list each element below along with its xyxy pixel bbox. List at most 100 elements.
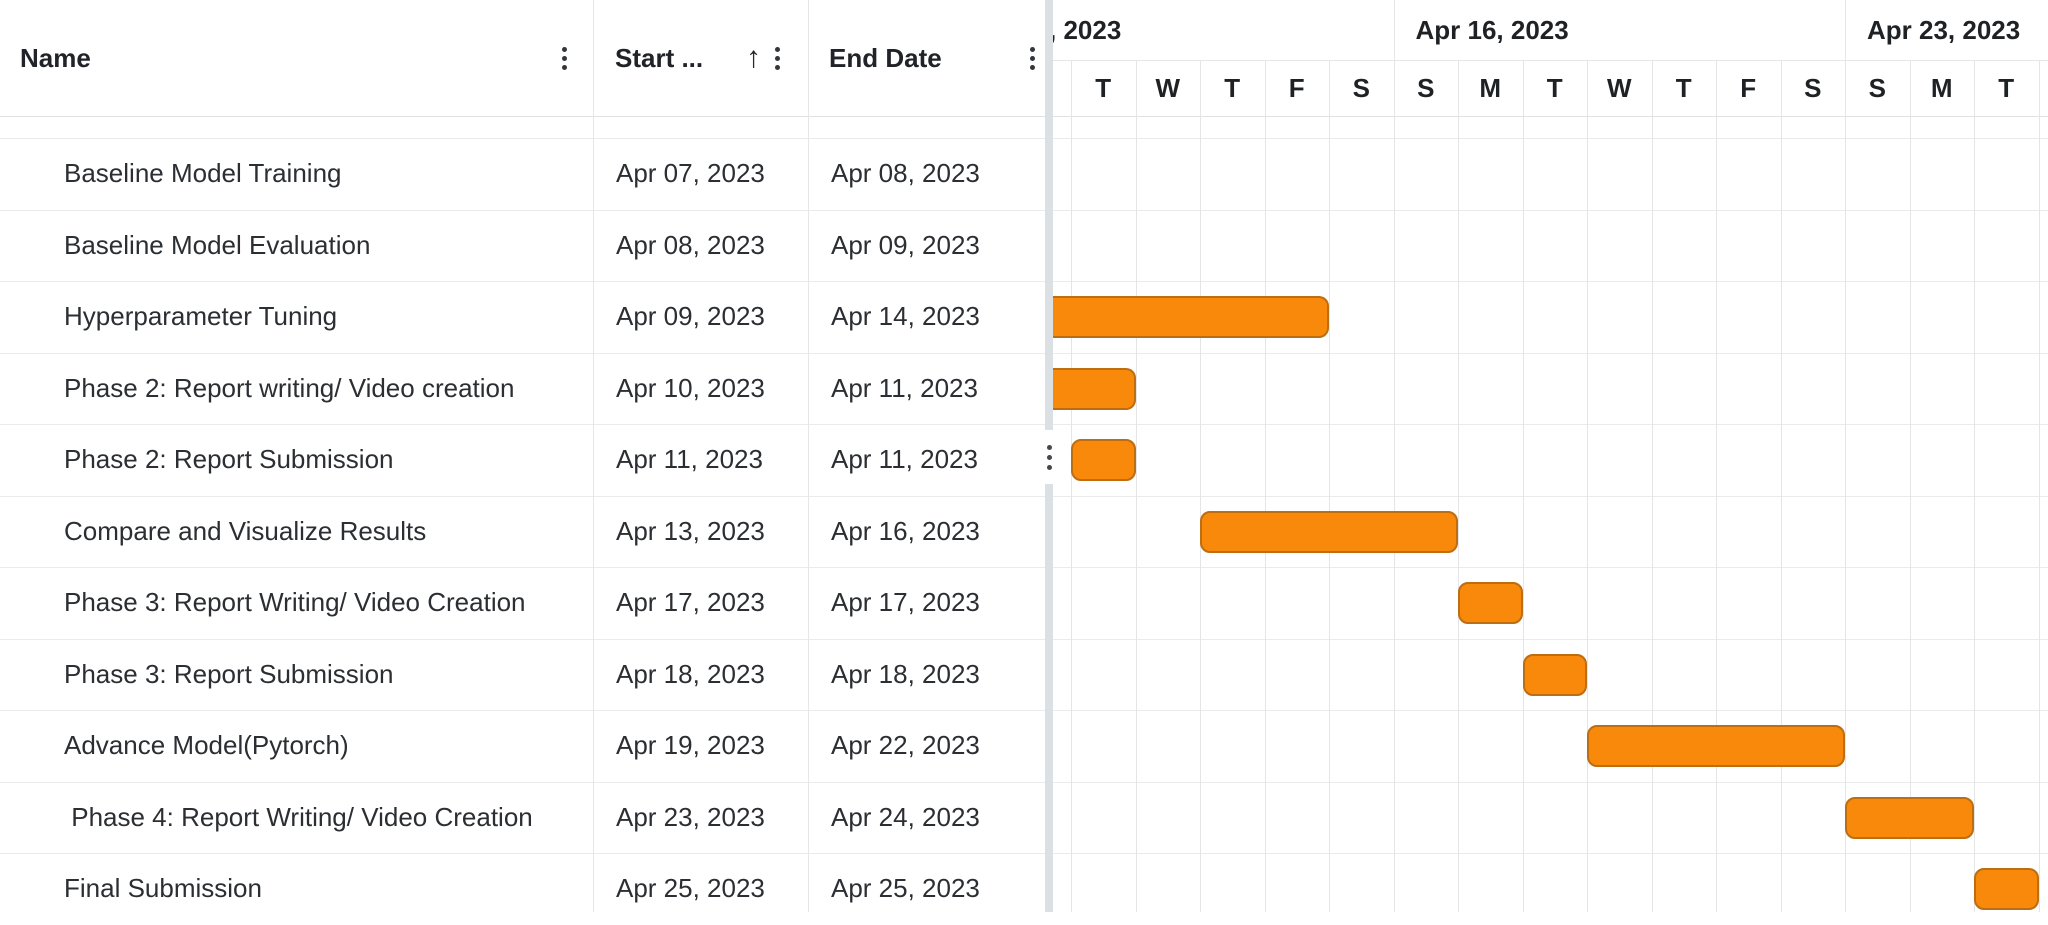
start-end-column-divider	[808, 0, 809, 912]
table-row[interactable]: Phase 4: Report Writing/ Video Creation A…	[0, 782, 1045, 854]
table-row[interactable]: Phase 3: Report Submission Apr 18, 2023 Ap…	[0, 639, 1045, 711]
task-name-cell: Compare and Visualize Results	[64, 515, 427, 546]
week-separator-line	[1393, 0, 1395, 60]
row-separator-line	[0, 567, 2048, 568]
day-grid-line	[1071, 60, 1072, 912]
task-name-cell: Final Submission	[64, 873, 262, 904]
task-end-date-cell: Apr 08, 2023	[831, 158, 980, 189]
week-separator-line	[1845, 0, 1846, 60]
day-header-cell: T	[1095, 72, 1112, 103]
day-grid-line	[1393, 60, 1395, 912]
week-label: , 2023	[1053, 14, 1122, 45]
day-header-cell: F	[1740, 72, 1757, 103]
column-header-start-label: Start ...	[615, 42, 704, 73]
column-header-name-label: Name	[20, 42, 91, 73]
day-header-cell: M	[1479, 72, 1502, 103]
week-day-header-divider	[1053, 60, 2048, 61]
gantt-bar[interactable]	[1974, 868, 2039, 910]
task-name-cell: Advance Model(Pytorch)	[64, 730, 349, 761]
task-name-cell: Phase 4: Report Writing/ Video Creation	[64, 801, 533, 832]
task-name-cell: Phase 2: Report Submission	[64, 444, 394, 475]
day-header-cell: T	[1998, 72, 2015, 103]
task-start-date-cell: Apr 18, 2023	[616, 658, 765, 689]
name-start-column-divider	[593, 0, 594, 912]
day-grid-line	[1974, 60, 1975, 912]
day-header-cell: M	[1930, 72, 1953, 103]
table-row[interactable]: Final Submission Apr 25, 2023 Apr 25, 2023	[0, 853, 1045, 925]
table-row[interactable]: Hyperparameter Tuning Apr 09, 2023 Apr 14,…	[0, 281, 1045, 353]
task-end-date-cell: Apr 18, 2023	[831, 658, 980, 689]
column-header-end-label: End Date	[829, 42, 942, 73]
day-header-cell: F	[1288, 72, 1305, 103]
gantt-bar[interactable]	[1458, 582, 1523, 624]
task-start-date-cell: Apr 17, 2023	[616, 587, 765, 618]
task-start-date-cell: Apr 11, 2023	[616, 444, 763, 475]
row-separator-line	[0, 281, 2048, 282]
task-name-cell: Phase 2: Report writing/ Video creation	[64, 372, 515, 403]
day-grid-line	[1587, 60, 1588, 912]
day-header-cell: S	[1352, 72, 1370, 103]
day-grid-line	[1458, 60, 1459, 912]
splitter-drag-handle-icon[interactable]	[1045, 430, 1053, 484]
table-timeline-splitter[interactable]	[1045, 0, 1053, 912]
gantt-bar[interactable]	[1053, 296, 1329, 338]
table-row[interactable]: Advance Model(Pytorch) Apr 19, 2023 Apr 22…	[0, 710, 1045, 782]
day-grid-line	[2038, 60, 2040, 912]
day-grid-line	[1780, 60, 1782, 912]
name-column-menu-kebab-icon[interactable]	[562, 46, 567, 70]
day-grid-line	[1522, 60, 1524, 912]
gantt-bar[interactable]	[1587, 725, 1845, 767]
task-start-date-cell: Apr 09, 2023	[616, 301, 765, 332]
table-row[interactable]: Compare and Visualize Results Apr 13, 202…	[0, 496, 1045, 568]
day-grid-line	[1845, 60, 1846, 912]
row-separator-line	[0, 424, 2048, 425]
column-header-start-date[interactable]: Start ... ↑	[593, 0, 808, 116]
header-bottom-border	[0, 116, 2048, 117]
week-label: Apr 23, 2023	[1867, 14, 2021, 45]
day-grid-line	[1651, 60, 1653, 912]
table-row[interactable]: Phase 3: Report Writing/ Video Creation A…	[0, 567, 1045, 639]
task-name-cell: Phase 3: Report Submission	[64, 658, 394, 689]
row-separator-line	[0, 782, 2048, 783]
table-row[interactable]: Phase 2: Report writing/ Video creation A…	[0, 353, 1045, 425]
timeline-content: , 2023 Apr 16, 2023 Apr 23, 2023 T W T F S S M T W T…	[1053, 0, 2048, 912]
task-end-date-cell: Apr 16, 2023	[831, 515, 980, 546]
gantt-bar[interactable]	[1200, 510, 1458, 553]
task-name-cell: Phase 3: Report Writing/ Video Creation	[64, 587, 526, 618]
row-separator-line	[0, 639, 2048, 640]
gantt-bar[interactable]	[1071, 439, 1136, 481]
day-grid-line	[1716, 60, 1717, 912]
start-column-menu-kebab-icon[interactable]	[775, 46, 780, 70]
gantt-bar[interactable]	[1522, 653, 1587, 696]
day-header-cell: W	[1155, 72, 1181, 103]
day-header-cell: T	[1546, 72, 1563, 103]
column-header-end-date[interactable]: End Date	[808, 0, 1045, 116]
day-header-cell: S	[1417, 72, 1435, 103]
table-row[interactable]: Baseline Model Evaluation Apr 08, 2023 Apr…	[0, 210, 1045, 282]
table-row[interactable]: Baseline Model Training Apr 07, 2023 Apr 0…	[0, 138, 1045, 210]
column-header-name[interactable]: Name	[0, 0, 593, 116]
gantt-timeline: , 2023 Apr 16, 2023 Apr 23, 2023 T W T F S S M T W T…	[1053, 0, 2048, 912]
task-name-cell: Baseline Model Training	[64, 158, 342, 189]
day-header-cell: S	[1804, 72, 1822, 103]
day-header-cell: T	[1224, 72, 1241, 103]
task-start-date-cell: Apr 13, 2023	[616, 515, 765, 546]
row-separator-line	[0, 496, 2048, 497]
day-grid-line	[1200, 60, 1201, 912]
end-column-menu-kebab-icon[interactable]	[1030, 46, 1035, 70]
row-separator-line	[0, 138, 2048, 139]
task-name-cell: Baseline Model Evaluation	[64, 229, 371, 260]
row-separator-line	[0, 853, 2048, 854]
day-header-cell: S	[1868, 72, 1886, 103]
row-separator-line	[0, 353, 2048, 354]
gantt-bar[interactable]	[1053, 367, 1136, 410]
gantt-bar[interactable]	[1845, 796, 1974, 839]
task-end-date-cell: Apr 11, 2023	[831, 444, 978, 475]
week-label: Apr 16, 2023	[1415, 14, 1569, 45]
day-grid-line	[1909, 60, 1911, 912]
task-name-cell: Hyperparameter Tuning	[64, 301, 338, 332]
task-start-date-cell: Apr 19, 2023	[616, 730, 765, 761]
table-row[interactable]: Phase 2: Report Submission Apr 11, 2023 Ap…	[0, 424, 1045, 496]
task-start-date-cell: Apr 23, 2023	[616, 801, 765, 832]
task-start-date-cell: Apr 07, 2023	[616, 158, 765, 189]
